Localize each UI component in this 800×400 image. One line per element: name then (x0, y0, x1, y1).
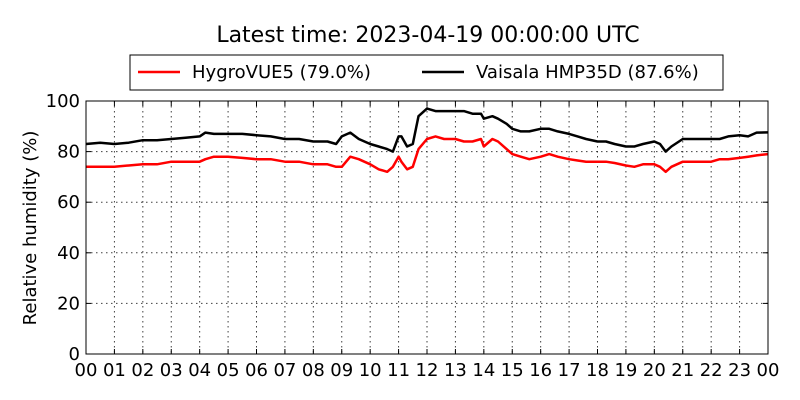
x-tick-label: 10 (359, 360, 382, 381)
x-tick-label: 02 (131, 360, 154, 381)
x-tick-label: 19 (614, 360, 637, 381)
x-tick-label: 06 (245, 360, 268, 381)
x-tick-label: 16 (529, 360, 552, 381)
legend-label-hygrovue5: HygroVUE5 (79.0%) (192, 62, 371, 83)
x-tick-label: 22 (700, 360, 723, 381)
x-tick-label: 23 (728, 360, 751, 381)
y-tick-label: 80 (57, 142, 80, 163)
y-tick-label: 20 (57, 293, 80, 314)
x-tick-label: 14 (472, 360, 495, 381)
y-axis-label: Relative humidity (%) (20, 131, 41, 326)
x-tick-label: 20 (643, 360, 666, 381)
x-tick-label: 00 (75, 360, 98, 381)
x-tick-label: 18 (586, 360, 609, 381)
x-tick-label: 12 (416, 360, 439, 381)
x-tick-label: 17 (558, 360, 581, 381)
y-tick-label: 60 (57, 192, 80, 213)
tick-labels: 00 01 02 03 04 05 06 07 08 09 10 11 12 13 14 15 16 17 18 19… (46, 91, 780, 381)
x-tick-label: 04 (188, 360, 211, 381)
x-tick-label: 07 (273, 360, 296, 381)
x-tick-label: 00 (757, 360, 780, 381)
legend-label-vaisala: Vaisala HMP35D (87.6%) (476, 62, 699, 83)
x-tick-label: 09 (330, 360, 353, 381)
tick-marks (85, 100, 769, 355)
x-tick-label: 05 (217, 360, 240, 381)
y-tick-label: 40 (57, 243, 80, 264)
legend: HygroVUE5 (79.0%) Vaisala HMP35D (87.6%) (129, 54, 724, 91)
series-line-vaisala-hmp35d (85, 107, 769, 153)
grid-lines (86, 101, 768, 354)
x-tick-label: 03 (160, 360, 183, 381)
x-tick-label: 13 (444, 360, 467, 381)
x-tick-label: 01 (103, 360, 126, 381)
chart-title: Latest time: 2023-04-19 00:00:00 UTC (216, 23, 639, 48)
x-tick-label: 08 (302, 360, 325, 381)
x-tick-label: 21 (671, 360, 694, 381)
series-line-hygrovue5 (86, 135, 769, 174)
y-tick-label: 100 (46, 91, 80, 112)
series-layer (85, 107, 769, 174)
y-tick-label: 0 (69, 344, 80, 365)
x-tick-label: 15 (501, 360, 524, 381)
x-tick-label: 11 (387, 360, 410, 381)
